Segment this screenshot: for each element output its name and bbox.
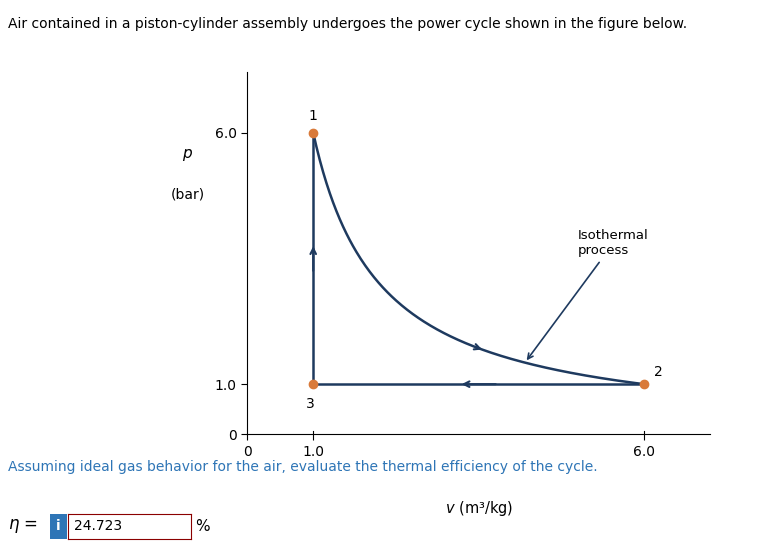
Text: $p$: $p$ <box>182 147 193 163</box>
Text: 1: 1 <box>309 109 317 123</box>
Text: Assuming ideal gas behavior for the air, evaluate the thermal efficiency of the : Assuming ideal gas behavior for the air,… <box>8 460 598 473</box>
Text: 24.723: 24.723 <box>74 519 122 534</box>
Text: 3: 3 <box>306 397 314 411</box>
Text: %: % <box>195 519 210 534</box>
Text: Air contained in a piston-cylinder assembly undergoes the power cycle shown in t: Air contained in a piston-cylinder assem… <box>8 17 687 31</box>
Text: i: i <box>56 519 61 534</box>
Text: Isothermal
process: Isothermal process <box>528 229 648 359</box>
Text: 2: 2 <box>654 365 662 379</box>
Text: $\eta$ =: $\eta$ = <box>8 517 38 535</box>
Text: (bar): (bar) <box>171 187 205 201</box>
Text: $v$ (m³/kg): $v$ (m³/kg) <box>445 499 513 518</box>
